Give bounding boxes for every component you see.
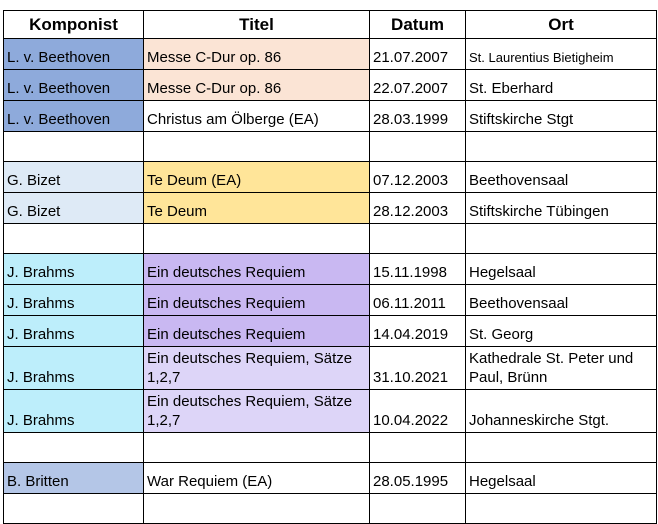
cell-komponist: B. Britten (3, 462, 144, 494)
repertoire-table-wrapper: Komponist Titel Datum Ort L. v. Beethove… (3, 10, 658, 524)
cell-titel: Messe C-Dur op. 86 (143, 38, 370, 70)
cell-titel: Ein deutsches Requiem (143, 284, 370, 316)
cell-ort: Hegelsaal (465, 462, 657, 494)
table-row: J. Brahms Ein deutsches Requiem 14.04.20… (3, 315, 657, 347)
cell-ort: St. Georg (465, 315, 657, 347)
header-titel: Titel (143, 10, 370, 39)
header-komponist: Komponist (3, 10, 144, 39)
cell-datum: 31.10.2021 (369, 346, 466, 390)
cell-komponist: G. Bizet (3, 192, 144, 224)
cell-komponist: J. Brahms (3, 253, 144, 285)
cell-ort: Beethovensaal (465, 161, 657, 193)
cell-ort: St. Eberhard (465, 69, 657, 101)
table-row: J. Brahms Ein deutsches Requiem 15.11.19… (3, 253, 657, 285)
cell-titel: Te Deum (143, 192, 370, 224)
cell-komponist: J. Brahms (3, 315, 144, 347)
table-row: L. v. Beethoven Messe C-Dur op. 86 21.07… (3, 38, 657, 70)
cell-datum: 22.07.2007 (369, 69, 466, 101)
cell-titel: War Requiem (EA) (143, 462, 370, 494)
cell-titel: Ein deutsches Requiem (143, 315, 370, 347)
cell-datum: 28.03.1999 (369, 100, 466, 132)
table-row: L. v. Beethoven Christus am Ölberge (EA)… (3, 100, 657, 132)
cell-komponist: J. Brahms (3, 346, 144, 390)
table-row: J. Brahms Ein deutsches Requiem, Sätze 1… (3, 389, 657, 433)
cell-ort: Hegelsaal (465, 253, 657, 285)
spacer-row (3, 223, 657, 254)
cell-ort: Beethovensaal (465, 284, 657, 316)
spacer-row (3, 432, 657, 463)
table-row: L. v. Beethoven Messe C-Dur op. 86 22.07… (3, 69, 657, 101)
cell-datum: 06.11.2011 (369, 284, 466, 316)
cell-datum: 21.07.2007 (369, 38, 466, 70)
header-datum: Datum (369, 10, 466, 39)
cell-datum: 07.12.2003 (369, 161, 466, 193)
spacer-row (3, 493, 657, 524)
cell-ort: Stiftskirche Stgt (465, 100, 657, 132)
header-row: Komponist Titel Datum Ort (3, 10, 657, 39)
cell-titel: Te Deum (EA) (143, 161, 370, 193)
cell-ort: Kathedrale St. Peter und Paul, Brünn (465, 346, 657, 390)
cell-ort: Stiftskirche Tübingen (465, 192, 657, 224)
cell-komponist: G. Bizet (3, 161, 144, 193)
cell-komponist: J. Brahms (3, 389, 144, 433)
table-row: J. Brahms Ein deutsches Requiem 06.11.20… (3, 284, 657, 316)
cell-datum: 14.04.2019 (369, 315, 466, 347)
cell-datum: 10.04.2022 (369, 389, 466, 433)
cell-komponist: L. v. Beethoven (3, 38, 144, 70)
table-row: B. Britten War Requiem (EA) 28.05.1995 H… (3, 462, 657, 494)
cell-titel: Christus am Ölberge (EA) (143, 100, 370, 132)
repertoire-table: Komponist Titel Datum Ort L. v. Beethove… (3, 10, 657, 524)
cell-ort: Johanneskirche Stgt. (465, 389, 657, 433)
table-row: G. Bizet Te Deum 28.12.2003 Stiftskirche… (3, 192, 657, 224)
cell-komponist: L. v. Beethoven (3, 100, 144, 132)
cell-komponist: J. Brahms (3, 284, 144, 316)
cell-komponist: L. v. Beethoven (3, 69, 144, 101)
cell-ort: St. Laurentius Bietigheim (465, 38, 657, 70)
cell-titel: Ein deutsches Requiem (143, 253, 370, 285)
cell-datum: 15.11.1998 (369, 253, 466, 285)
cell-titel: Ein deutsches Requiem, Sätze 1,2,7 (143, 346, 370, 390)
cell-datum: 28.05.1995 (369, 462, 466, 494)
spacer-row (3, 131, 657, 162)
header-ort: Ort (465, 10, 657, 39)
cell-titel: Messe C-Dur op. 86 (143, 69, 370, 101)
cell-titel: Ein deutsches Requiem, Sätze 1,2,7 (143, 389, 370, 433)
table-row: G. Bizet Te Deum (EA) 07.12.2003 Beethov… (3, 161, 657, 193)
table-row: J. Brahms Ein deutsches Requiem, Sätze 1… (3, 346, 657, 390)
cell-datum: 28.12.2003 (369, 192, 466, 224)
